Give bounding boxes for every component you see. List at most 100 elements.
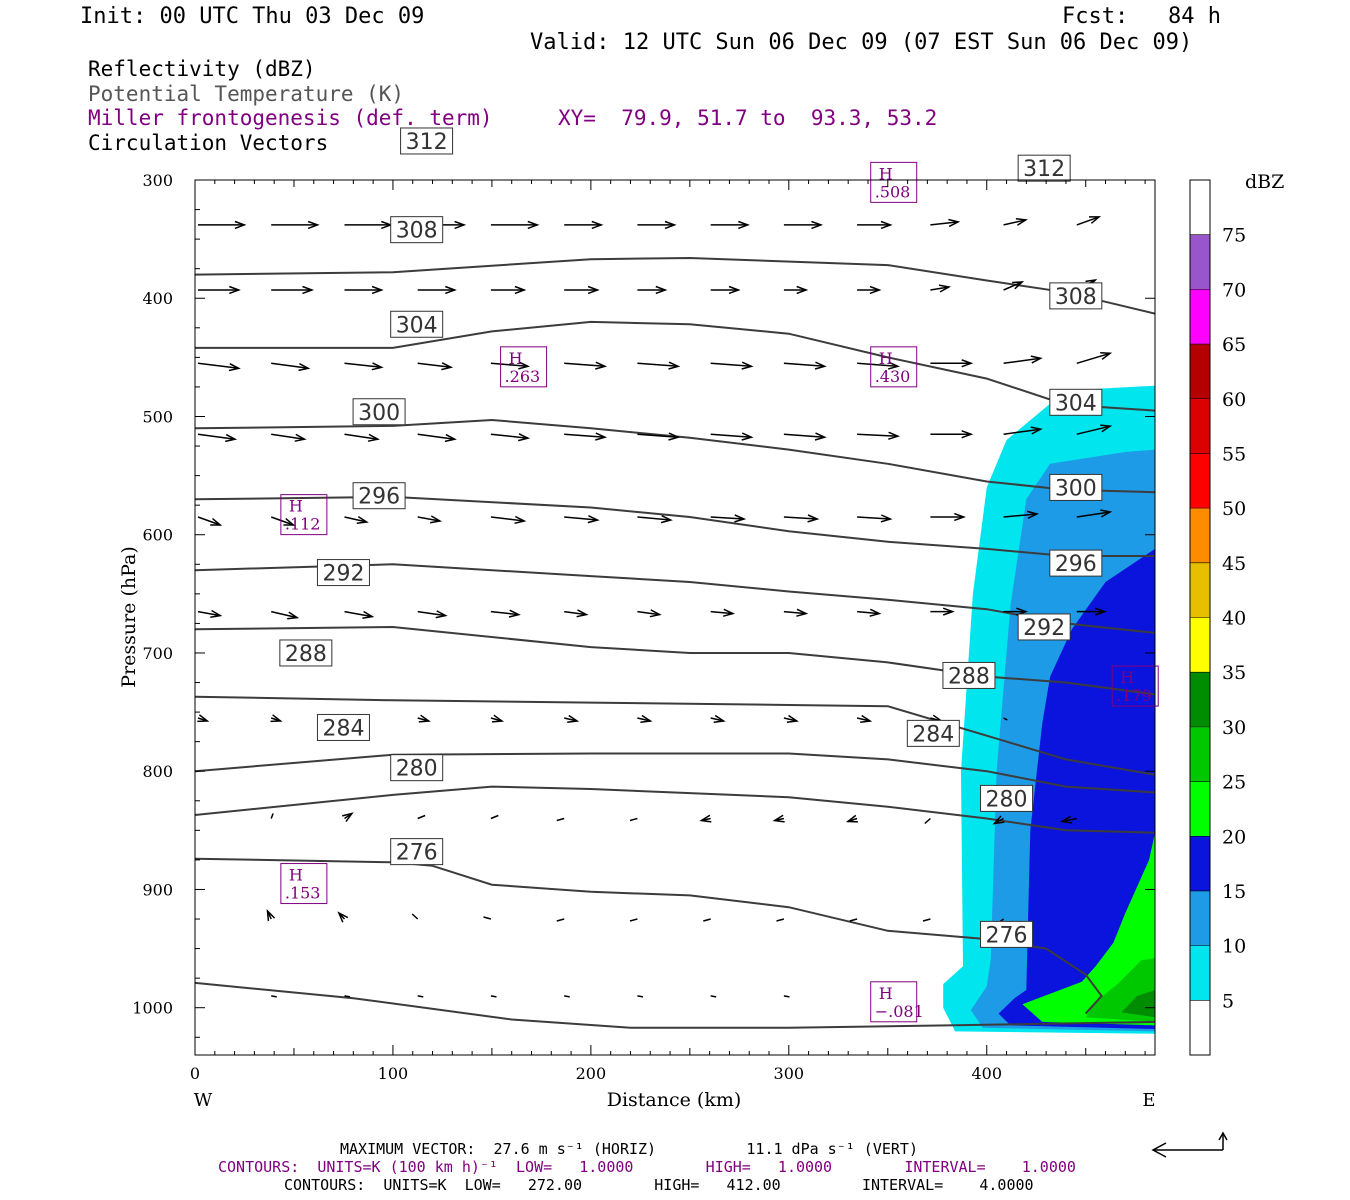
circulation-vector bbox=[857, 514, 893, 523]
theta-label-text: 288 bbox=[948, 664, 990, 689]
circulation-vector bbox=[783, 432, 827, 441]
circulation-vector bbox=[1003, 281, 1025, 291]
circulation-vector bbox=[930, 359, 974, 368]
vector-shaft bbox=[849, 918, 858, 922]
vector-shaft bbox=[197, 516, 221, 526]
circulation-vector bbox=[344, 220, 393, 230]
colorbar-level-label: 30 bbox=[1222, 717, 1246, 739]
theta-label-box bbox=[1049, 388, 1103, 416]
circulation-vector bbox=[930, 430, 974, 439]
circulation-vector bbox=[490, 220, 540, 230]
circulation-vector bbox=[1003, 217, 1028, 226]
vector-head bbox=[880, 514, 893, 523]
circulation-vector bbox=[483, 916, 492, 920]
miller-maximum: H.430 bbox=[870, 346, 918, 388]
circulation-vector bbox=[344, 285, 384, 295]
theta-label-304: 304 bbox=[390, 310, 444, 338]
vector-shaft bbox=[417, 516, 441, 522]
circulation-vector bbox=[417, 714, 431, 723]
vector-head bbox=[954, 512, 966, 522]
y-tick-label: 500 bbox=[142, 407, 173, 426]
miller-maximum-value: .430 bbox=[875, 367, 911, 386]
colorbar-swatch bbox=[1190, 289, 1210, 345]
theta-contour-300 bbox=[195, 495, 1155, 557]
x-tick-label: 400 bbox=[971, 1064, 1002, 1083]
circulation-vector bbox=[710, 432, 754, 441]
y-tick-label: 300 bbox=[142, 171, 173, 190]
circulation-vector bbox=[783, 220, 824, 230]
vector-shaft bbox=[930, 286, 950, 291]
vector-head bbox=[337, 911, 349, 923]
vector-head bbox=[429, 515, 443, 524]
vector-shaft bbox=[564, 995, 570, 998]
theta-label-box bbox=[279, 639, 333, 667]
vector-head bbox=[371, 285, 384, 295]
circulation-vector bbox=[564, 714, 580, 723]
theta-contour-276 bbox=[195, 857, 1103, 1015]
colorbar-level-label: 40 bbox=[1222, 608, 1246, 630]
miller-maximum-box bbox=[500, 346, 548, 388]
y-tick-label: 400 bbox=[142, 289, 173, 308]
colorbar-swatch bbox=[1190, 398, 1210, 454]
miller-maximum-box bbox=[870, 981, 918, 1023]
circulation-vector bbox=[564, 361, 608, 370]
theta-label-308: 308 bbox=[1049, 282, 1103, 310]
vector-head bbox=[527, 220, 540, 230]
theta-label-text: 296 bbox=[358, 485, 400, 510]
circulation-vector bbox=[490, 814, 499, 820]
circulation-vector bbox=[564, 220, 604, 230]
vector-shaft bbox=[197, 610, 221, 617]
colorbar-swatch bbox=[1190, 672, 1210, 727]
y-tick-label: 800 bbox=[142, 762, 173, 781]
circulation-vector bbox=[564, 609, 589, 618]
vector-head bbox=[518, 433, 531, 442]
colorbar: 5 10 15 20 25 30 35 40 45 50 55 60 65 70 75 bbox=[1189, 179, 1246, 1056]
vector-shaft bbox=[344, 995, 351, 998]
theta-label-text: 280 bbox=[396, 757, 438, 782]
circulation-vector bbox=[637, 609, 662, 618]
circulation-vector bbox=[490, 515, 527, 525]
vector-head bbox=[942, 607, 955, 616]
miller-maximum: H.508 bbox=[870, 161, 918, 203]
circulation-vector bbox=[490, 285, 527, 295]
circulation-vector bbox=[857, 361, 900, 370]
x-tick-label: 100 bbox=[378, 1064, 409, 1083]
theta-label-text: 288 bbox=[285, 642, 327, 667]
vector-shaft bbox=[922, 918, 931, 922]
theta-label-292: 292 bbox=[316, 559, 370, 587]
colorbar-level-label: 25 bbox=[1222, 772, 1246, 794]
vector-head bbox=[807, 514, 820, 523]
circulation-vector bbox=[197, 433, 238, 443]
miller-maximum-value: .112 bbox=[285, 515, 321, 534]
vector-head bbox=[1094, 607, 1107, 616]
vector-shaft bbox=[783, 516, 818, 520]
circulation-vector bbox=[556, 918, 565, 922]
theta-contour-312 bbox=[195, 256, 1155, 315]
theta-label-box bbox=[980, 920, 1034, 948]
vector-head bbox=[786, 714, 799, 723]
vector-shaft bbox=[857, 362, 898, 368]
circulation-vector bbox=[197, 714, 210, 723]
vector-head bbox=[741, 432, 754, 441]
vector-shaft bbox=[1076, 511, 1111, 518]
cross-section-endpoints: XY= 79.9, 51.7 to 93.3, 53.2 bbox=[558, 106, 938, 130]
vector-shaft bbox=[1003, 717, 1008, 721]
theta-contour-280 bbox=[195, 785, 1155, 834]
vector-shaft bbox=[564, 362, 605, 368]
reflectivity-region-15dbz bbox=[998, 548, 1155, 1029]
circulation-vector bbox=[417, 610, 448, 619]
vector-head bbox=[887, 361, 900, 370]
vector-head bbox=[518, 361, 531, 370]
vector-shaft bbox=[783, 717, 797, 722]
vector-shaft bbox=[783, 995, 790, 998]
theta-contour-surface bbox=[195, 981, 1155, 1029]
colorbar-swatch bbox=[1190, 562, 1210, 618]
vector-head bbox=[197, 714, 210, 723]
legend-circulation-vectors: Circulation Vectors bbox=[88, 131, 329, 155]
colorbar-level-label: 10 bbox=[1222, 936, 1246, 958]
colorbar-level-label: 5 bbox=[1222, 990, 1234, 1012]
circulation-vector bbox=[637, 361, 681, 370]
vector-head bbox=[1015, 217, 1028, 226]
miller-maximum-value: .508 bbox=[875, 182, 911, 201]
circulation-vector bbox=[637, 515, 673, 524]
